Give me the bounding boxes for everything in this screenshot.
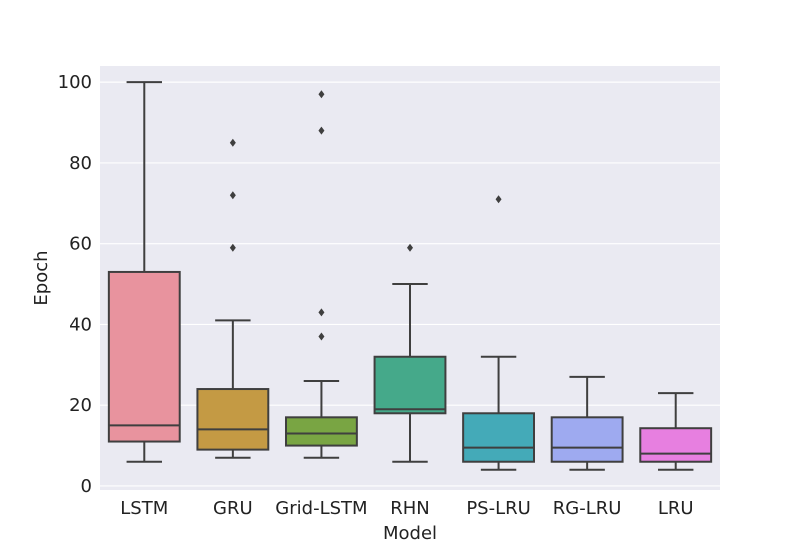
y-tick-label: 40 [69,314,92,335]
x-tick-label: LSTM [120,498,168,519]
y-tick-label: 20 [69,395,92,416]
box-ps-lru [462,195,535,471]
x-tick-label: GRU [213,498,253,519]
outlier-point [229,191,236,200]
y-tick-label: 100 [58,72,92,93]
x-tick-label: Grid-LSTM [275,498,367,519]
outlier-point [229,138,236,147]
outlier-point [495,195,502,204]
x-tick-label: PS-LRU [466,498,531,519]
y-tick-label: 0 [81,476,92,497]
iqr-box [462,412,535,463]
outlier-point [318,308,325,317]
outlier-point [318,90,325,99]
y-tick-label: 60 [69,234,92,255]
x-tick-label: RHN [390,498,430,519]
y-tick-labels: 0 20 40 60 80 100 [58,72,92,497]
outlier-point [318,126,325,135]
box-rg-lru [550,375,624,471]
iqr-box [373,355,447,415]
outlier-point [229,243,236,252]
outlier-point [318,332,325,341]
x-tick-label: RG-LRU [553,498,622,519]
iqr-box [107,270,181,443]
outlier-point [407,243,413,252]
iqr-box [285,416,358,447]
y-axis-label: Epoch [31,250,52,305]
iqr-box [639,427,713,463]
iqr-box [550,416,624,463]
box-lru [639,392,713,471]
x-tick-labels: LSTM GRU Grid-LSTM RHN PS-LRU RG-LRU LRU [120,498,693,519]
box-grid-lstm [285,90,358,459]
boxes [107,81,713,471]
y-tick-label: 80 [69,153,92,174]
box-lstm [107,81,181,463]
x-tick-label: LRU [658,498,694,519]
box-gru [196,138,270,459]
iqr-box [196,388,270,451]
box-rhn [373,243,447,463]
x-axis-label: Model [383,523,437,544]
